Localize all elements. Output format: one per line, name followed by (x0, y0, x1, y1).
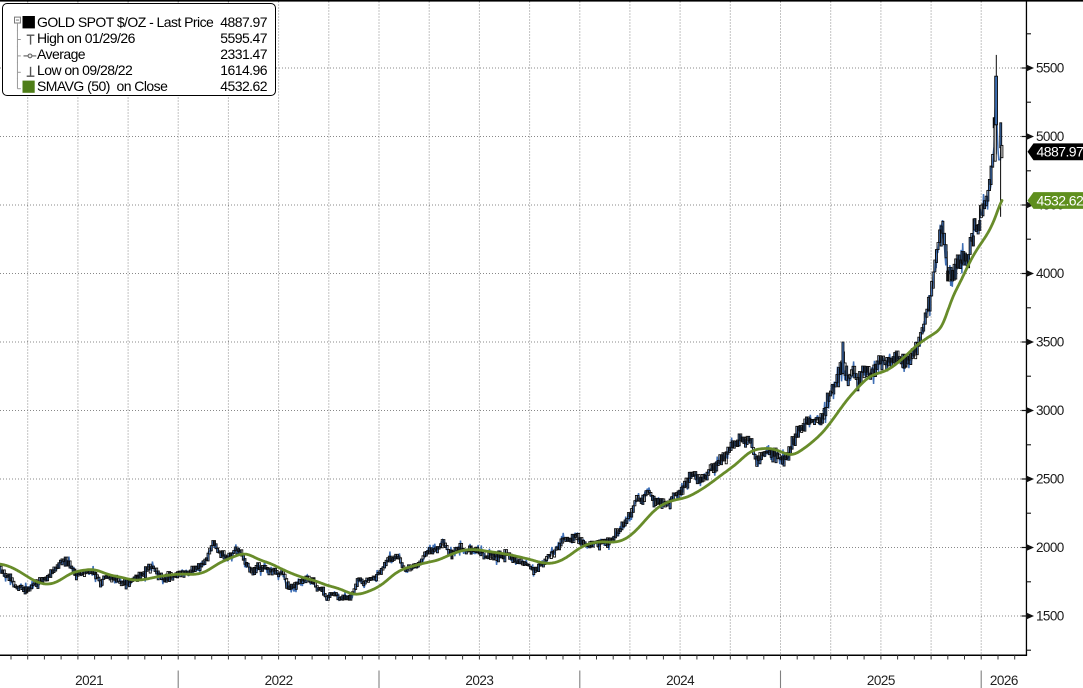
svg-text:2026: 2026 (990, 673, 1018, 688)
svg-text:4532.62: 4532.62 (1037, 192, 1083, 208)
svg-text:2021: 2021 (75, 673, 103, 688)
svg-text:2024: 2024 (666, 673, 695, 688)
svg-text:3000: 3000 (1036, 403, 1064, 418)
svg-text:5000: 5000 (1036, 129, 1064, 144)
svg-text:2025: 2025 (867, 673, 895, 688)
svg-text:1500: 1500 (1036, 609, 1064, 624)
svg-text:5500: 5500 (1036, 61, 1064, 76)
svg-text:4000: 4000 (1036, 266, 1064, 281)
svg-text:2000: 2000 (1036, 540, 1064, 555)
svg-text:2500: 2500 (1036, 472, 1064, 487)
svg-text:2023: 2023 (465, 673, 493, 688)
svg-text:4887.97: 4887.97 (1037, 144, 1083, 160)
svg-text:3500: 3500 (1036, 335, 1064, 350)
svg-text:2022: 2022 (265, 673, 293, 688)
